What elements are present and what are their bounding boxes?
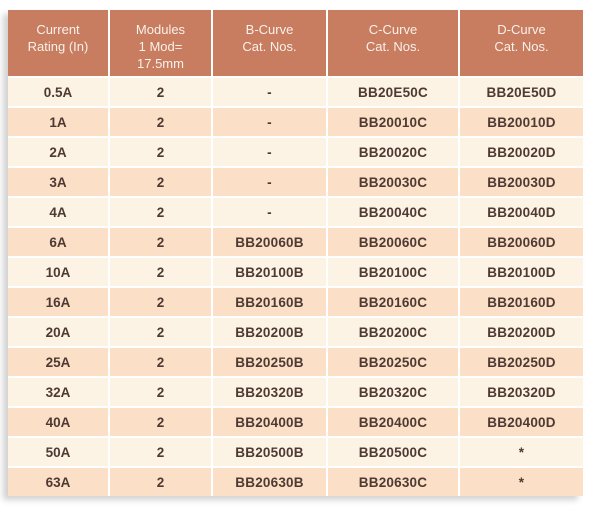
table-cell-rating: 3A: [8, 168, 108, 196]
table-cell-rating: 0.5A: [8, 78, 108, 106]
table-cell-b-curve: -: [213, 168, 326, 196]
table-cell-rating: 20A: [8, 318, 108, 346]
table-cell-rating: 6A: [8, 228, 108, 256]
table-cell-d-curve: BB20010D: [460, 108, 583, 136]
table-cell-b-curve: BB20060B: [213, 228, 326, 256]
table-cell-c-curve: BB20400C: [328, 408, 458, 436]
table-cell-c-curve: BB20320C: [328, 378, 458, 406]
table-cell-c-curve: BB20060C: [328, 228, 458, 256]
table-cell-b-curve: BB20630B: [213, 468, 326, 496]
table-cell-modules: 2: [110, 348, 211, 376]
column-header-d-curve: D-Curve Cat. Nos.: [460, 10, 583, 76]
table-cell-b-curve: BB20160B: [213, 288, 326, 316]
table-cell-rating: 25A: [8, 348, 108, 376]
table-cell-rating: 10A: [8, 258, 108, 286]
table-cell-b-curve: -: [213, 78, 326, 106]
table-cell-rating: 63A: [8, 468, 108, 496]
table-cell-b-curve: -: [213, 138, 326, 166]
table-cell-modules: 2: [110, 258, 211, 286]
table-cell-c-curve: BB20E50C: [328, 78, 458, 106]
table-cell-modules: 2: [110, 318, 211, 346]
table-cell-d-curve: *: [460, 468, 583, 496]
table-cell-modules: 2: [110, 378, 211, 406]
table-cell-c-curve: BB20100C: [328, 258, 458, 286]
table-cell-rating: 2A: [8, 138, 108, 166]
table-cell-c-curve: BB20020C: [328, 138, 458, 166]
table-cell-b-curve: BB20250B: [213, 348, 326, 376]
table-cell-d-curve: BB20160D: [460, 288, 583, 316]
column-header-modules: Modules 1 Mod= 17.5mm: [110, 10, 211, 76]
table-cell-d-curve: BB20030D: [460, 168, 583, 196]
table-cell-modules: 2: [110, 168, 211, 196]
table-cell-b-curve: BB20500B: [213, 438, 326, 466]
table-cell-d-curve: BB20040D: [460, 198, 583, 226]
column-header-current-rating: Current Rating (In): [8, 10, 108, 76]
table-cell-c-curve: BB20160C: [328, 288, 458, 316]
table-cell-c-curve: BB20630C: [328, 468, 458, 496]
table-cell-c-curve: BB20040C: [328, 198, 458, 226]
table-cell-modules: 2: [110, 408, 211, 436]
breaker-catalog-table: Current Rating (In) Modules 1 Mod= 17.5m…: [8, 10, 583, 496]
table-cell-d-curve: BB20400D: [460, 408, 583, 436]
column-header-b-curve: B-Curve Cat. Nos.: [213, 10, 326, 76]
table-cell-b-curve: BB20400B: [213, 408, 326, 436]
table-cell-b-curve: -: [213, 108, 326, 136]
table-cell-modules: 2: [110, 438, 211, 466]
table-cell-d-curve: BB20200D: [460, 318, 583, 346]
table-cell-c-curve: BB20250C: [328, 348, 458, 376]
table-cell-rating: 4A: [8, 198, 108, 226]
table-cell-rating: 1A: [8, 108, 108, 136]
table-cell-modules: 2: [110, 228, 211, 256]
table-cell-rating: 32A: [8, 378, 108, 406]
table-cell-b-curve: -: [213, 198, 326, 226]
column-header-c-curve: C-Curve Cat. Nos.: [328, 10, 458, 76]
table-cell-modules: 2: [110, 78, 211, 106]
table-cell-rating: 40A: [8, 408, 108, 436]
table-cell-rating: 50A: [8, 438, 108, 466]
table-cell-c-curve: BB20200C: [328, 318, 458, 346]
table-cell-d-curve: BB20E50D: [460, 78, 583, 106]
table-cell-d-curve: BB20020D: [460, 138, 583, 166]
table-cell-b-curve: BB20320B: [213, 378, 326, 406]
table-cell-modules: 2: [110, 288, 211, 316]
table-cell-b-curve: BB20200B: [213, 318, 326, 346]
table-cell-c-curve: BB20030C: [328, 168, 458, 196]
table-cell-b-curve: BB20100B: [213, 258, 326, 286]
table-cell-d-curve: BB20100D: [460, 258, 583, 286]
table-cell-modules: 2: [110, 468, 211, 496]
table-cell-modules: 2: [110, 138, 211, 166]
table-cell-d-curve: BB20060D: [460, 228, 583, 256]
table-cell-modules: 2: [110, 108, 211, 136]
table-cell-c-curve: BB20010C: [328, 108, 458, 136]
table-cell-d-curve: BB20320D: [460, 378, 583, 406]
table-cell-c-curve: BB20500C: [328, 438, 458, 466]
table-cell-rating: 16A: [8, 288, 108, 316]
table-cell-modules: 2: [110, 198, 211, 226]
table-cell-d-curve: BB20250D: [460, 348, 583, 376]
table-cell-d-curve: *: [460, 438, 583, 466]
